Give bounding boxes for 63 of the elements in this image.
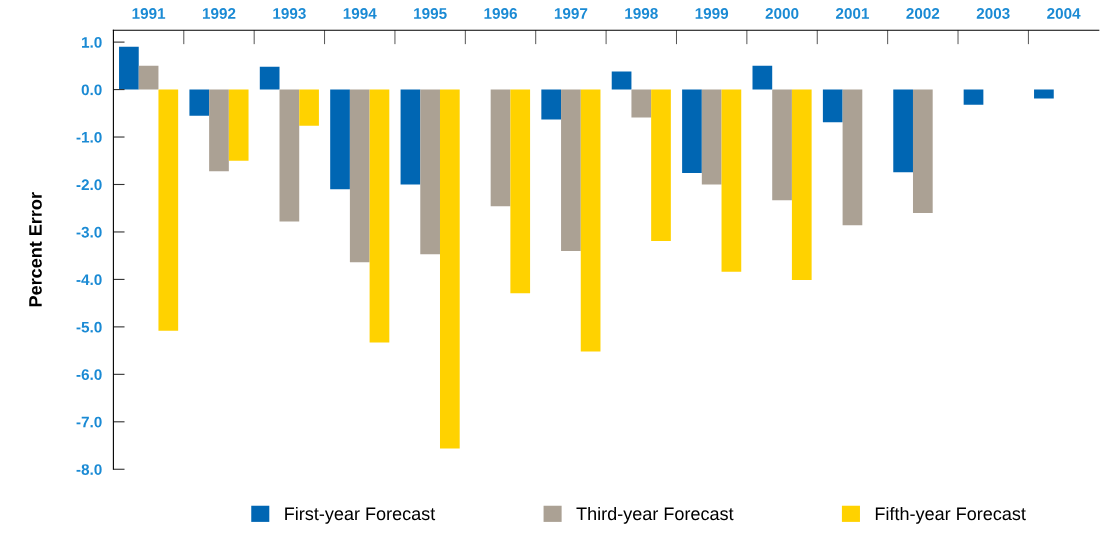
bar [1034, 89, 1054, 99]
bar [189, 89, 210, 116]
x-tick-label: 1999 [695, 8, 729, 19]
bar [752, 65, 773, 90]
x-tick-label: 1998 [625, 8, 658, 19]
bar [299, 89, 319, 126]
bar [510, 89, 531, 294]
bar [772, 89, 792, 201]
bar [701, 89, 722, 185]
bar [893, 89, 913, 173]
bar [721, 89, 742, 272]
y-tick-label: -6.0 [76, 369, 102, 381]
bar [842, 89, 863, 226]
bar [138, 65, 159, 90]
x-tick-label: 1996 [484, 8, 517, 19]
legend-label: Third-year Forecast [576, 506, 734, 524]
y-axis-title: Percent Error [29, 192, 42, 307]
bar [912, 89, 933, 213]
bar [631, 89, 652, 118]
y-tick-label: -3.0 [76, 226, 102, 238]
x-tick-label: 1993 [273, 8, 306, 19]
bar [279, 89, 300, 222]
bar [682, 89, 702, 174]
legend-label: First-year Forecast [285, 506, 436, 524]
y-tick-label: -4.0 [76, 274, 102, 286]
bar [561, 89, 581, 251]
bar [611, 71, 632, 90]
bar [963, 89, 984, 105]
bar [439, 89, 460, 449]
bar [420, 89, 440, 255]
legend-label: Fifth-year Forecast [875, 506, 1026, 524]
y-tick-label: 0.0 [81, 84, 102, 96]
x-tick-label: 1997 [554, 8, 588, 19]
y-tick-label: -2.0 [76, 179, 102, 191]
bar [228, 89, 249, 161]
x-tick-label: 1991 [132, 8, 166, 19]
x-tick-label: 2004 [1047, 8, 1081, 19]
bar [651, 89, 671, 241]
x-tick-label: 2001 [835, 8, 870, 19]
bar [541, 89, 562, 120]
bar [791, 89, 812, 280]
bar [209, 89, 229, 172]
bar [400, 89, 421, 185]
x-tick-label: 2002 [906, 8, 940, 19]
bar [158, 89, 179, 331]
x-tick-label: 1995 [414, 8, 447, 19]
y-tick-label: -1.0 [76, 131, 102, 143]
x-tick-label: 2003 [976, 8, 1010, 19]
bar [580, 89, 601, 352]
x-tick-label: 1992 [202, 8, 236, 19]
y-tick-label: -7.0 [76, 416, 102, 428]
bar [369, 89, 390, 343]
bar [330, 89, 350, 190]
x-tick-label: 1994 [343, 8, 377, 19]
y-tick-label: 1.0 [82, 36, 102, 48]
bar [490, 89, 511, 207]
x-tick-label: 2000 [765, 8, 799, 19]
y-tick-label: -8.0 [76, 464, 102, 475]
y-tick-label: -5.0 [76, 321, 102, 333]
bar [259, 66, 280, 90]
bar [822, 89, 843, 123]
bar [119, 46, 139, 90]
bar [349, 89, 370, 263]
